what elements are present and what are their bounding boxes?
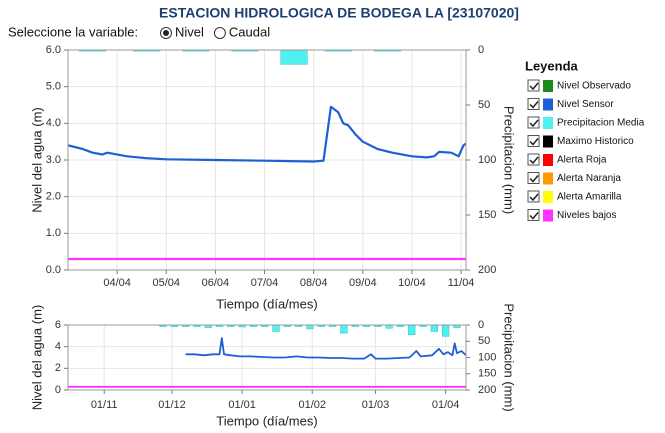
y2-tick-label: 50 xyxy=(478,335,490,347)
x-tick-label: 08/04 xyxy=(300,277,328,289)
y2-axis-title: Precipitacion (mm) xyxy=(502,303,517,411)
selector-label: Seleccione la variable: xyxy=(8,24,138,39)
legend-swatch xyxy=(543,80,553,92)
legend-swatch xyxy=(543,191,553,203)
legend-swatch xyxy=(543,209,553,222)
legend-check xyxy=(529,193,539,202)
x-tick-label: 01/02 xyxy=(298,399,326,411)
x-axis-title: Tiempo (día/mes) xyxy=(216,296,317,311)
y-tick-label: 6 xyxy=(55,319,61,331)
y2-tick-label: 200 xyxy=(478,384,496,396)
radio-label[interactable]: Nivel xyxy=(175,24,204,39)
x-tick-label: 01/11 xyxy=(91,399,118,411)
legend-checkbox[interactable] xyxy=(527,116,540,129)
plot-frame xyxy=(67,324,467,391)
y-tick-label: 2 xyxy=(55,362,61,374)
data-line xyxy=(67,105,467,163)
legend-checkbox[interactable] xyxy=(527,153,540,166)
legend-swatch xyxy=(543,117,553,129)
x-tick-label: 09/04 xyxy=(349,277,377,289)
page-title: ESTACION HIDROLOGICA DE BODEGA LA [23107… xyxy=(159,5,519,21)
precip-bar xyxy=(340,324,348,334)
y2-axis-title: Precipitacion (mm) xyxy=(502,106,517,214)
y-axis-title: Nivel del agua (m) xyxy=(29,107,44,213)
y-axis-title: Nivel del agua (m) xyxy=(29,305,44,411)
y2-tick-label: 150 xyxy=(478,368,496,380)
radio-button[interactable] xyxy=(213,27,226,39)
legend-swatch xyxy=(543,98,553,111)
y2-tick-label: 50 xyxy=(478,99,490,111)
legend-label: Alerta Naranja xyxy=(557,173,621,184)
x-tick-label: 04/04 xyxy=(103,277,131,289)
precip-bar xyxy=(280,49,308,65)
y-tick-label: 2.0 xyxy=(46,191,61,203)
y-tick-label: 6.0 xyxy=(46,44,61,56)
y-tick-label: 0 xyxy=(55,384,61,396)
legend-check xyxy=(529,82,539,91)
y2-tick-label: 0 xyxy=(478,319,484,331)
legend-checkbox[interactable] xyxy=(527,79,540,92)
y-tick-label: 4.0 xyxy=(46,117,61,129)
x-axis-title: Tiempo (día/mes) xyxy=(216,413,317,428)
legend-check xyxy=(529,138,539,146)
legend-label: Maximo Historico xyxy=(557,136,634,147)
y2-tick-label: 150 xyxy=(478,209,496,221)
legend-check xyxy=(529,212,539,220)
precip-bar xyxy=(430,324,438,332)
y2-tick-label: 200 xyxy=(478,264,496,276)
legend-label: Alerta Amarilla xyxy=(557,192,622,203)
legend-check xyxy=(529,101,539,109)
x-tick-label: 11/04 xyxy=(448,277,475,289)
legend-swatch xyxy=(543,172,553,185)
x-tick-label: 10/04 xyxy=(398,277,426,289)
radio-label[interactable]: Caudal xyxy=(229,24,270,39)
y2-tick-label: 100 xyxy=(478,154,496,166)
y-tick-label: 4 xyxy=(55,341,61,353)
legend-label: Precipitacion Media xyxy=(557,118,645,129)
y2-tick-label: 100 xyxy=(478,351,496,363)
legend-swatch xyxy=(543,135,553,148)
legend-check xyxy=(529,119,539,128)
legend-swatch xyxy=(543,154,553,166)
x-tick-label: 06/04 xyxy=(202,277,230,289)
y-tick-label: 1.0 xyxy=(46,227,61,239)
y-tick-label: 0.0 xyxy=(46,264,61,276)
legend-label: Niveles bajos xyxy=(557,210,616,221)
legend-check xyxy=(529,175,539,183)
legend-checkbox[interactable] xyxy=(527,98,540,110)
x-tick-label: 01/01 xyxy=(228,399,256,411)
y-tick-label: 5.0 xyxy=(46,81,61,93)
legend-label: Nivel Observado xyxy=(557,81,631,92)
legend-checkbox[interactable] xyxy=(527,190,540,203)
x-tick-label: 01/12 xyxy=(158,399,186,411)
plot-frame xyxy=(67,49,467,271)
precip-bar xyxy=(306,324,314,330)
x-tick-label: 01/03 xyxy=(362,399,390,411)
legend-label: Nivel Sensor xyxy=(557,99,614,110)
legend-checkbox[interactable] xyxy=(527,209,540,221)
y-tick-label: 3.0 xyxy=(46,154,61,166)
legend-checkbox[interactable] xyxy=(527,135,540,147)
x-tick-label: 01/04 xyxy=(432,399,460,411)
legend-title: Leyenda xyxy=(525,58,579,73)
radio-dot xyxy=(163,30,169,36)
legend-label: Alerta Roja xyxy=(557,155,607,166)
y2-tick-label: 0 xyxy=(478,44,484,56)
x-tick-label: 05/04 xyxy=(153,277,181,289)
legend-checkbox[interactable] xyxy=(527,172,540,184)
x-tick-label: 07/04 xyxy=(251,277,279,289)
precip-bar xyxy=(442,324,450,337)
legend-check xyxy=(529,156,539,165)
precip-bar xyxy=(272,324,280,332)
precip-bar xyxy=(408,324,416,335)
data-line xyxy=(185,337,467,360)
